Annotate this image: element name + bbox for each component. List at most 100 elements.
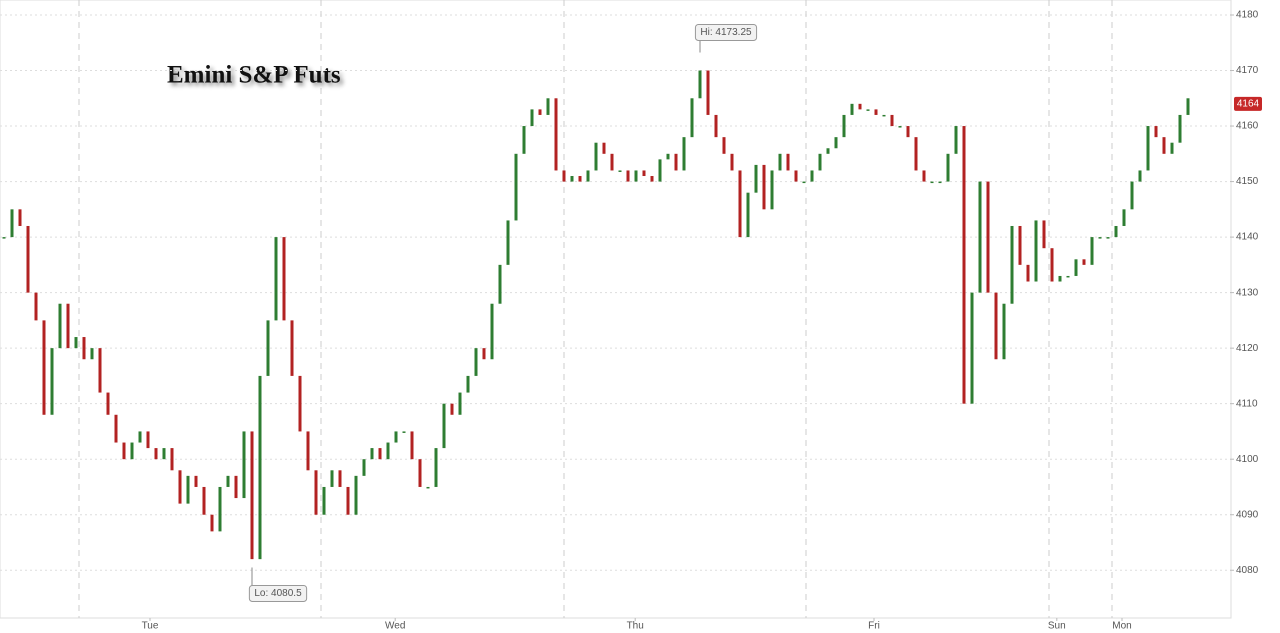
y-tick-label: 4140 bbox=[1236, 232, 1259, 243]
candle bbox=[842, 114, 846, 138]
candle bbox=[98, 348, 102, 393]
candle bbox=[578, 176, 582, 182]
candle bbox=[778, 153, 782, 171]
candle bbox=[306, 431, 310, 471]
candle bbox=[970, 292, 974, 404]
y-tick-label: 4090 bbox=[1236, 509, 1259, 520]
annotation-box bbox=[248, 584, 308, 602]
candle bbox=[194, 475, 198, 487]
candle bbox=[866, 109, 870, 111]
candle bbox=[1034, 220, 1038, 282]
candle bbox=[850, 103, 854, 115]
candle bbox=[386, 442, 390, 460]
candle bbox=[818, 153, 822, 171]
chart-title: Emini S&P Futs bbox=[167, 62, 341, 89]
candle bbox=[642, 170, 646, 177]
candle bbox=[466, 375, 470, 393]
candle bbox=[106, 392, 110, 415]
candle bbox=[650, 176, 654, 182]
candle bbox=[746, 192, 750, 238]
candle bbox=[730, 153, 734, 171]
day-dividers bbox=[78, 0, 1113, 618]
y-tick-label: 4110 bbox=[1236, 398, 1258, 409]
y-tick-label: 4150 bbox=[1236, 176, 1259, 187]
candle bbox=[1162, 137, 1166, 154]
candle bbox=[226, 475, 230, 487]
candle bbox=[674, 153, 678, 171]
candle bbox=[370, 448, 374, 460]
candle bbox=[114, 414, 118, 443]
y-tick-label: 4160 bbox=[1236, 121, 1259, 132]
candle bbox=[626, 170, 630, 182]
candle bbox=[922, 170, 926, 182]
candle bbox=[170, 448, 174, 471]
candle bbox=[314, 470, 318, 515]
candle bbox=[162, 448, 166, 460]
candle bbox=[130, 442, 134, 460]
candle bbox=[74, 337, 78, 349]
x-tick-label: Thu bbox=[627, 621, 644, 632]
candle bbox=[298, 375, 302, 432]
candle bbox=[690, 98, 694, 138]
candle bbox=[1146, 126, 1150, 171]
x-tick-label: Fri bbox=[868, 621, 880, 632]
candle bbox=[666, 153, 670, 160]
candle bbox=[66, 303, 70, 349]
candle bbox=[1090, 237, 1094, 265]
candle bbox=[458, 392, 462, 415]
y-tick-label: 4170 bbox=[1236, 65, 1259, 76]
candle bbox=[634, 170, 638, 182]
y-tick-label: 4130 bbox=[1236, 287, 1259, 298]
candle bbox=[1122, 209, 1126, 226]
candle bbox=[946, 153, 950, 182]
candle bbox=[122, 442, 126, 460]
candle bbox=[26, 225, 30, 293]
candle bbox=[1178, 114, 1182, 143]
candle bbox=[770, 170, 774, 210]
candle bbox=[450, 403, 454, 415]
candle bbox=[338, 470, 342, 487]
candle bbox=[882, 114, 886, 117]
last-price-label: 4164 bbox=[1237, 98, 1260, 109]
x-tick-label: Tue bbox=[142, 621, 159, 632]
candle bbox=[738, 170, 742, 238]
candle bbox=[186, 475, 190, 504]
candle bbox=[826, 148, 830, 154]
annotation-label: Hi: 4173.25 bbox=[700, 27, 752, 38]
candle bbox=[1026, 264, 1030, 282]
candle bbox=[914, 137, 918, 171]
candle bbox=[1138, 170, 1142, 182]
candle bbox=[58, 303, 62, 349]
candle bbox=[426, 486, 430, 489]
candle bbox=[1114, 225, 1118, 238]
candle bbox=[410, 431, 414, 460]
candle bbox=[434, 448, 438, 487]
candle bbox=[698, 70, 702, 99]
annotation-box bbox=[694, 23, 758, 41]
candle bbox=[1130, 181, 1134, 210]
candle bbox=[378, 448, 382, 460]
candle bbox=[1042, 220, 1046, 249]
candle bbox=[202, 486, 206, 515]
x-tick-label: Mon bbox=[1112, 621, 1131, 632]
candle bbox=[394, 431, 398, 443]
x-tick-label: Sun bbox=[1048, 621, 1066, 632]
candle bbox=[762, 164, 766, 210]
candle bbox=[42, 320, 46, 415]
candle bbox=[1170, 142, 1174, 154]
candle bbox=[834, 137, 838, 149]
candle bbox=[786, 153, 790, 171]
candle bbox=[1106, 237, 1110, 239]
candle bbox=[178, 470, 182, 504]
candle bbox=[138, 431, 142, 443]
candle bbox=[522, 126, 526, 154]
candle bbox=[1066, 275, 1070, 278]
candle bbox=[706, 70, 710, 115]
candle bbox=[930, 181, 934, 184]
candle bbox=[266, 320, 270, 376]
candle bbox=[234, 475, 238, 499]
candle bbox=[994, 292, 998, 360]
candle bbox=[562, 170, 566, 182]
candle bbox=[282, 237, 286, 321]
